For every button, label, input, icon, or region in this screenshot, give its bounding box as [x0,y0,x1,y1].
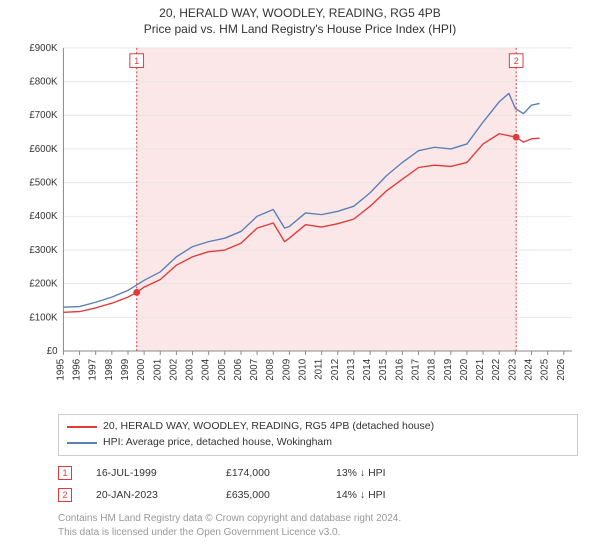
marker-date: 20-JAN-2023 [96,489,226,501]
svg-text:2019: 2019 [443,359,454,381]
svg-text:2016: 2016 [394,359,405,381]
svg-text:2014: 2014 [362,358,373,380]
title-address: 20, HERALD WAY, WOODLEY, READING, RG5 4P… [0,6,600,20]
svg-text:2011: 2011 [314,359,325,380]
svg-text:2018: 2018 [427,359,438,381]
svg-text:£700K: £700K [29,110,58,121]
svg-text:£100K: £100K [29,312,58,323]
svg-text:2025: 2025 [540,358,551,380]
svg-text:2007: 2007 [249,359,260,381]
svg-text:£800K: £800K [29,77,58,88]
marker-date: 16-JUL-1999 [96,467,226,479]
svg-text:2005: 2005 [217,358,228,380]
svg-text:£400K: £400K [29,211,58,222]
svg-text:2022: 2022 [491,359,502,381]
legend-item: HPI: Average price, detached house, Woki… [67,435,569,451]
svg-text:1997: 1997 [88,359,99,381]
marker-price: £635,000 [226,489,336,501]
title-subtitle: Price paid vs. HM Land Registry's House … [0,22,600,36]
svg-text:2021: 2021 [475,359,486,381]
marker-table: 1 16-JUL-1999£174,00013% ↓ HPI 2 20-JAN-202… [58,462,578,506]
title-block: 20, HERALD WAY, WOODLEY, READING, RG5 4P… [0,0,600,36]
svg-text:2003: 2003 [185,359,196,381]
legend-swatch [67,426,97,428]
svg-text:2006: 2006 [233,359,244,381]
svg-text:2008: 2008 [265,359,276,381]
legend: 20, HERALD WAY, WOODLEY, READING, RG5 4P… [58,414,578,456]
marker-vs-hpi: 13% ↓ HPI [336,467,446,479]
legend-swatch [67,442,97,444]
footer: Contains HM Land Registry data © Crown c… [58,512,578,539]
svg-text:£200K: £200K [29,279,58,290]
marker-id-box: 2 [58,488,72,502]
chart-container: 20, HERALD WAY, WOODLEY, READING, RG5 4P… [0,0,600,560]
svg-text:2020: 2020 [459,358,470,380]
svg-text:2002: 2002 [168,359,179,381]
svg-text:1996: 1996 [72,359,83,381]
svg-text:£900K: £900K [29,44,58,54]
svg-text:1998: 1998 [104,359,115,381]
svg-text:2001: 2001 [152,359,163,381]
svg-text:2009: 2009 [281,359,292,381]
footer-line-1: Contains HM Land Registry data © Crown c… [58,512,578,526]
svg-text:£500K: £500K [29,178,58,189]
svg-text:2004: 2004 [201,358,212,380]
svg-text:2000: 2000 [136,358,147,380]
svg-text:2012: 2012 [330,359,341,381]
svg-text:2017: 2017 [411,359,422,381]
footer-line-2: This data is licensed under the Open Gov… [58,526,578,540]
svg-text:2026: 2026 [556,359,567,381]
chart-area: £0£100K£200K£300K£400K£500K£600K£700K£80… [58,48,578,400]
svg-text:£600K: £600K [29,144,58,155]
marker-vs-hpi: 14% ↓ HPI [336,489,446,501]
svg-text:1: 1 [134,56,139,66]
svg-text:2024: 2024 [524,358,535,380]
legend-label: 20, HERALD WAY, WOODLEY, READING, RG5 4P… [103,419,434,435]
svg-text:£300K: £300K [29,245,58,256]
svg-text:1995: 1995 [55,358,66,380]
line-chart: £0 £100K £200K £300K £400K £500K £600K £700K £80… [14,44,590,396]
svg-text:2013: 2013 [346,359,357,381]
svg-text:2: 2 [514,56,519,66]
svg-text:2023: 2023 [507,359,518,381]
marker-id-box: 1 [58,466,72,480]
svg-text:£0: £0 [47,346,58,357]
marker-row: 2 20-JAN-2023£635,00014% ↓ HPI [58,484,578,506]
svg-text:1999: 1999 [120,359,131,381]
marker-row: 1 16-JUL-1999£174,00013% ↓ HPI [58,462,578,484]
marker-price: £174,000 [226,467,336,479]
svg-text:2010: 2010 [298,358,309,380]
legend-item: 20, HERALD WAY, WOODLEY, READING, RG5 4P… [67,419,569,435]
svg-text:2015: 2015 [378,358,389,380]
legend-label: HPI: Average price, detached house, Woki… [103,435,332,451]
